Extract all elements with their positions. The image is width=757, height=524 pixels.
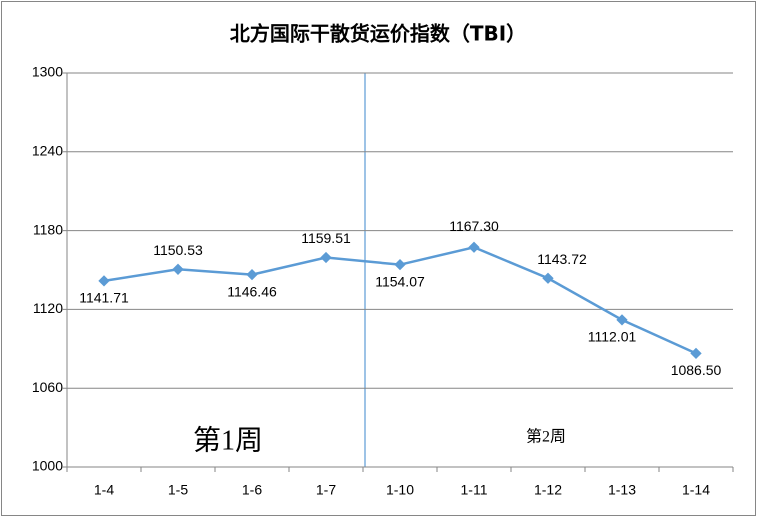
data-label: 1154.07	[375, 273, 425, 289]
annotation: 第1周	[193, 424, 263, 456]
y-tick-label: 1240	[32, 143, 63, 159]
y-tick-label: 1000	[32, 458, 63, 474]
x-tick-label: 1-14	[682, 482, 710, 498]
point	[320, 251, 332, 264]
y-tick-label: 1180	[33, 221, 63, 237]
data-label: 1150.53	[153, 242, 203, 258]
data-label: 1141.71	[79, 290, 129, 306]
y-tick-label: 1300	[32, 64, 63, 80]
x-tick-label: 1-10	[386, 482, 414, 498]
point	[616, 314, 628, 326]
data-label: 1167.30	[449, 218, 499, 234]
data-label: 1159.51	[301, 230, 351, 246]
y-tick-label: 1060	[32, 379, 63, 395]
x-tick-label: 1-11	[461, 482, 488, 498]
x-tick-label: 1-6	[242, 482, 262, 498]
data-label: 1112.01	[588, 329, 637, 345]
y-tick-label: 1120	[33, 300, 63, 316]
point	[246, 268, 258, 281]
x-tick-label: 1-7	[316, 482, 336, 498]
data-label: 1146.46	[227, 283, 277, 299]
point	[468, 241, 480, 253]
data-label: 1143.72	[537, 251, 587, 267]
annotation: 第2周	[526, 428, 566, 446]
point	[690, 347, 702, 360]
point	[394, 258, 406, 271]
chart-title: 北方国际干散货运价指数（TBI）	[230, 22, 526, 46]
x-tick-label: 1-5	[168, 482, 188, 498]
point	[542, 272, 554, 284]
x-tick-label: 1-12	[534, 482, 562, 498]
x-tick-label: 1-4	[94, 482, 114, 498]
point	[172, 263, 184, 275]
data-label: 1086.50	[671, 362, 722, 378]
x-tick-label: 1-13	[608, 482, 636, 498]
